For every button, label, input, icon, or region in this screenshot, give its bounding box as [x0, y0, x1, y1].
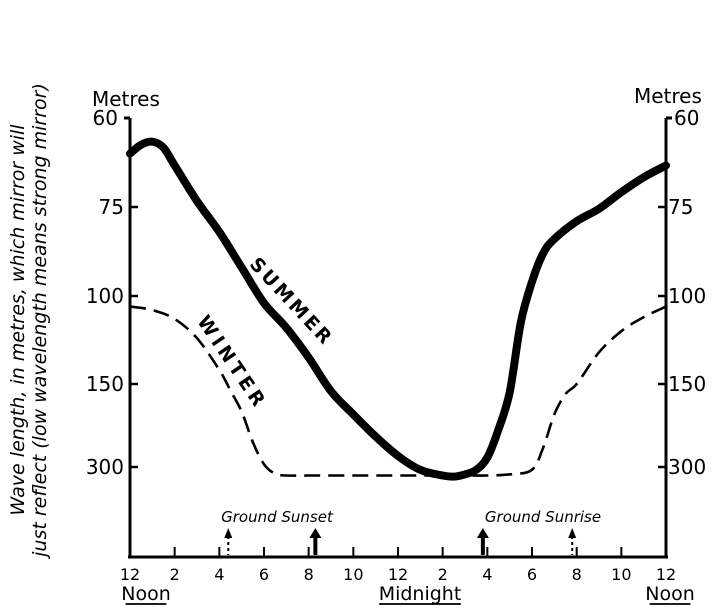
y-tick-label-left: 100 — [86, 284, 124, 308]
y-axis-label-line: Wave length, in metres, which mirror wil… — [7, 124, 29, 516]
y-tick-label-left: 300 — [86, 455, 124, 479]
x-tick-label: 6 — [527, 565, 537, 584]
x-group-label: Noon — [645, 583, 695, 605]
y-tick-label-right: 150 — [668, 372, 706, 396]
annotation-label: Ground Sunset — [221, 508, 334, 526]
chart-annotations: Ground Sunset Ground Sunrise — [221, 508, 601, 555]
y-tick-label-left: 150 — [86, 372, 124, 396]
x-tick-label: 4 — [214, 565, 224, 584]
y-unit-right: Metres — [634, 84, 702, 108]
x-tick-label: 4 — [482, 565, 492, 584]
arrow-head-dotted — [568, 528, 577, 538]
arrow-head-solid — [309, 528, 322, 538]
arrow-head-solid — [476, 528, 489, 538]
x-tick-label: 8 — [572, 565, 582, 584]
x-tick-label: 12 — [656, 565, 676, 584]
x-tick-label: 2 — [438, 565, 448, 584]
x-tick-label: 10 — [611, 565, 631, 584]
y-tick-label-right: 100 — [668, 284, 706, 308]
y-axis-label: Wave length, in metres, which mirror wil… — [7, 83, 51, 560]
y-tick-label-right: 300 — [668, 455, 706, 479]
x-tick-label: 8 — [304, 565, 314, 584]
y-tick-label-right: 60 — [674, 106, 699, 130]
series-label-winter: WINTER — [193, 312, 272, 414]
y-tick-label-right: 75 — [668, 195, 693, 219]
series-line-summer — [126, 137, 670, 481]
y-tick-label-left: 75 — [99, 195, 124, 219]
x-group-label: Midnight — [379, 583, 462, 605]
x-tick-label: 12 — [120, 565, 140, 584]
arrow-head-dotted — [224, 528, 233, 538]
series-line-winter — [129, 305, 667, 477]
y-unit-left: Metres — [92, 87, 160, 111]
x-tick-label: 10 — [343, 565, 363, 584]
x-tick-label: 2 — [170, 565, 180, 584]
annotation-label: Ground Sunrise — [485, 508, 601, 526]
x-group-label: Noon — [121, 583, 171, 605]
y-tick-label-left: 60 — [93, 106, 118, 130]
x-tick-label: 12 — [388, 565, 408, 584]
x-tick-label: 6 — [259, 565, 269, 584]
y-axis-label-line: just reflect (low wavelength means stron… — [29, 83, 51, 560]
